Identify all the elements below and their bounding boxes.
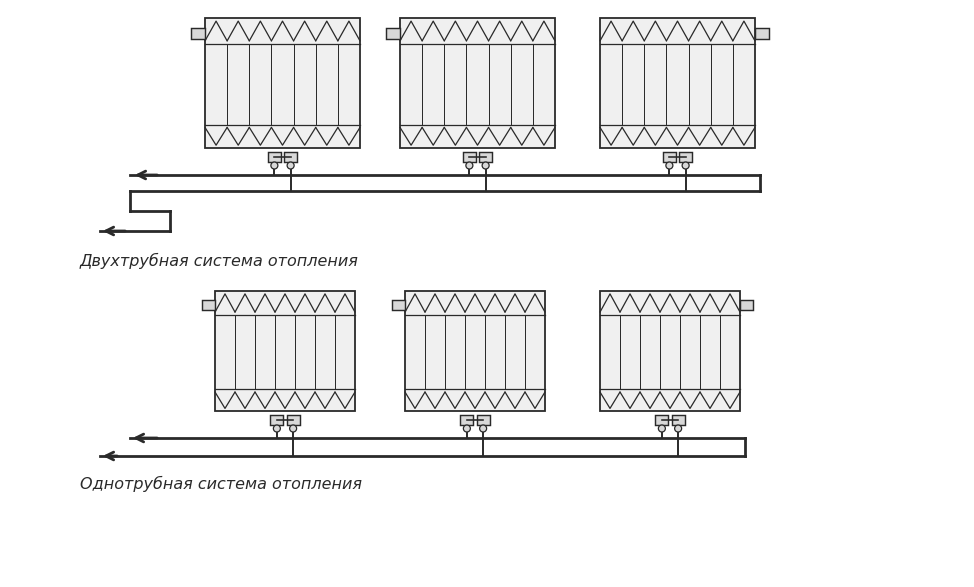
Bar	[740, 301, 753, 311]
Circle shape	[479, 425, 487, 432]
Circle shape	[675, 425, 682, 432]
Bar	[268, 152, 281, 162]
Circle shape	[274, 425, 281, 432]
Circle shape	[658, 425, 665, 432]
Bar	[755, 28, 769, 39]
Circle shape	[287, 162, 294, 169]
Bar	[392, 301, 405, 311]
Circle shape	[289, 425, 297, 432]
Bar	[476, 415, 490, 425]
Bar	[386, 28, 400, 39]
Bar	[672, 415, 685, 425]
Bar	[191, 28, 205, 39]
Bar	[284, 152, 297, 162]
Text: Однотрубная система отопления: Однотрубная система отопления	[80, 476, 362, 492]
Bar	[463, 152, 476, 162]
Bar	[663, 152, 676, 162]
Bar	[600, 18, 755, 148]
Bar	[405, 291, 545, 411]
Bar	[215, 291, 355, 411]
Bar	[286, 415, 300, 425]
Bar	[479, 152, 492, 162]
Bar	[656, 415, 668, 425]
Circle shape	[666, 162, 673, 169]
Bar	[679, 152, 693, 162]
Circle shape	[482, 162, 489, 169]
Bar	[600, 291, 740, 411]
Circle shape	[271, 162, 278, 169]
Text: Двухтрубная система отопления: Двухтрубная система отопления	[80, 253, 358, 269]
Bar	[202, 301, 215, 311]
Circle shape	[464, 425, 470, 432]
Circle shape	[466, 162, 472, 169]
Bar	[461, 415, 473, 425]
Bar	[271, 415, 283, 425]
Bar	[205, 18, 360, 148]
Circle shape	[682, 162, 690, 169]
Bar	[400, 18, 555, 148]
